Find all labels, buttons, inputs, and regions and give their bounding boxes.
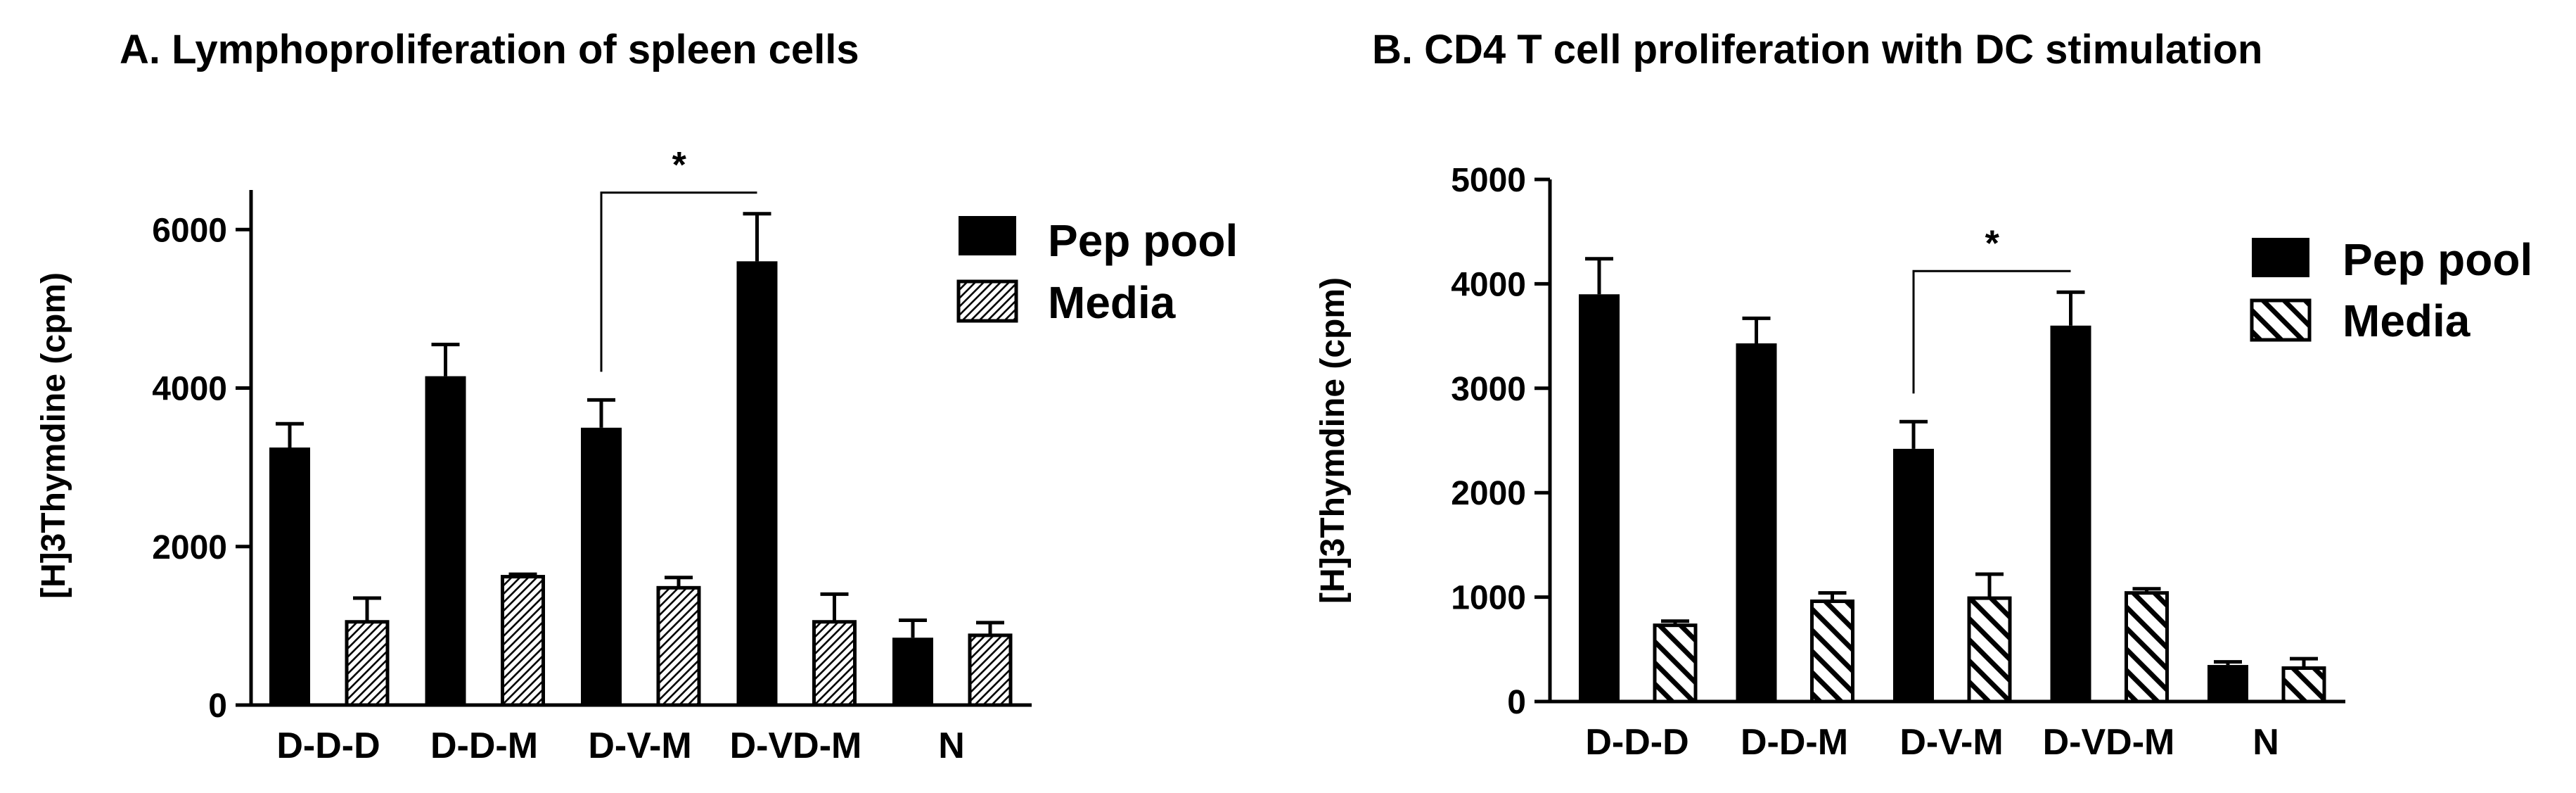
chart-panel-b: B. CD4 T cell proliferation with DC stim… (1288, 0, 2576, 793)
y-tick-label: 3000 (1451, 371, 1526, 408)
chart-a-y-axis-label: [H]3Thymdine (cpm) (35, 272, 72, 599)
bar-media-n (968, 633, 1013, 707)
chart-a-plot-area: 0 2000 4000 6000 D-D-D D-D-M D-V-M D-VD-M N * (152, 145, 1032, 766)
y-tick-label: 4000 (152, 371, 227, 408)
bar-pep-pool-n (892, 637, 933, 705)
x-tick-label-d-d-m: D-D-M (430, 725, 538, 766)
legend-label-media: Media (1048, 277, 1176, 328)
y-tick-label: 2000 (1451, 475, 1526, 512)
bar-media-d-vd-m (2125, 591, 2169, 704)
bar-pep-pool-d-d-d (1579, 294, 1620, 702)
x-tick-label-n: N (938, 725, 965, 766)
y-tick-label: 1000 (1451, 580, 1526, 617)
y-tick-label: 5000 (1451, 162, 1526, 199)
chart-a-svg: A. Lymphoproliferation of spleen cells [… (35, 27, 1238, 766)
bar-pep-pool-d-v-m (1893, 448, 1934, 702)
significance-marker: * (1985, 223, 2000, 264)
bar-pep-pool-d-d-m (425, 376, 466, 705)
legend-swatch-pep-pool (2252, 238, 2309, 277)
y-tick-label: 4000 (1451, 266, 1526, 303)
bar-pep-pool-d-d-d (269, 448, 310, 705)
x-tick-label-d-d-d: D-D-D (1585, 722, 1689, 763)
bar-pep-pool-d-d-m (1736, 343, 1777, 702)
chart-a-title: A. Lymphoproliferation of spleen cells (120, 27, 859, 72)
chart-b-plot-area: 0 1000 2000 3000 4000 5000 D-D-D D-D-M D-V-M D-VD… (1451, 162, 2345, 763)
legend-swatch-media (956, 279, 1018, 323)
significance-bracket (1912, 269, 2071, 394)
x-tick-label-n: N (2253, 722, 2279, 763)
x-tick-label-d-vd-m: D-VD-M (2043, 722, 2175, 763)
bar-media-d-vd-m (812, 620, 857, 707)
bar-pep-pool-d-vd-m (736, 261, 778, 705)
bar-media-d-d-m (1810, 599, 1854, 704)
y-tick-label: 2000 (152, 529, 227, 566)
chart-b-title: B. CD4 T cell proliferation with DC stim… (1372, 27, 2262, 72)
legend-swatch-pep-pool (959, 216, 1016, 255)
chart-b-svg: B. CD4 T cell proliferation with DC stim… (1314, 27, 2532, 763)
bar-media-d-v-m (1967, 596, 2012, 704)
x-tick-label-d-vd-m: D-VD-M (730, 725, 862, 766)
legend-label-pep-pool: Pep pool (1048, 215, 1238, 266)
bar-pep-pool-d-vd-m (2050, 325, 2091, 702)
bar-media-d-v-m (656, 585, 701, 707)
bar-pep-pool-d-v-m (581, 427, 622, 705)
x-tick-label-d-d-d: D-D-D (276, 725, 380, 766)
x-tick-label-d-d-m: D-D-M (1741, 722, 1848, 763)
x-tick-label-d-v-m: D-V-M (588, 725, 691, 766)
chart-panel-a: A. Lymphoproliferation of spleen cells [… (35, 27, 1238, 766)
y-tick-label: 0 (1507, 684, 1526, 721)
significance-marker: * (672, 145, 687, 186)
bar-media-d-d-m (501, 575, 545, 707)
bar-media-d-d-d (1653, 623, 1698, 704)
legend-swatch-media (2250, 298, 2312, 342)
chart-b-legend: Pep pool Media (2250, 234, 2532, 346)
bar-media-n (2281, 666, 2326, 704)
chart-b-y-axis-label: [H]3Thymdine (cpm) (1314, 277, 1352, 604)
x-tick-label-d-v-m: D-V-M (1899, 722, 2003, 763)
chart-a-legend: Pep pool Media (956, 215, 1238, 328)
legend-label-pep-pool: Pep pool (2343, 234, 2532, 285)
y-tick-label: 0 (208, 687, 227, 725)
significance-bracket (600, 191, 757, 372)
bar-media-d-d-d (345, 620, 390, 707)
bar-pep-pool-n (2207, 665, 2248, 702)
legend-label-media: Media (2343, 296, 2471, 346)
y-tick-label: 6000 (152, 212, 227, 249)
